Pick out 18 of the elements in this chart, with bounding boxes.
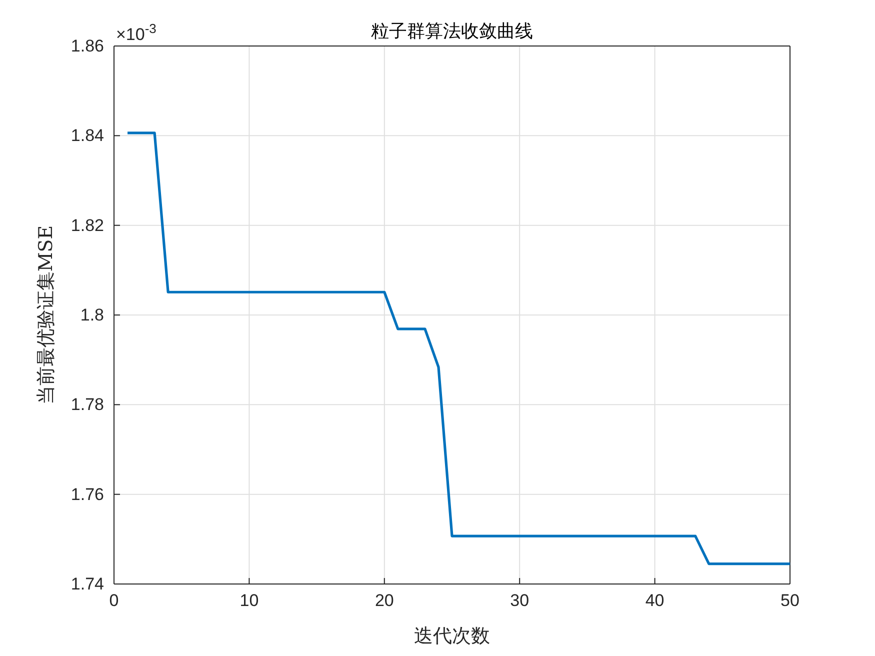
x-tick-label: 0 [109,591,119,610]
y-tick-label: 1.86 [70,36,104,56]
x-tick-label: 50 [780,591,800,610]
y-tick-label: 1.84 [70,126,104,146]
x-tick-label: 30 [510,591,530,610]
y-tick-label: 1.74 [70,574,104,594]
text: ×10$^{-3}$ [116,20,156,44]
line-series [126,132,792,566]
y-tick-label: 1.76 [70,484,104,504]
x-tick-label: 40 [645,591,664,610]
x-tick-label: 10 [240,591,259,610]
chart-title: 粒子群算法收敛曲线 [371,21,533,42]
y-axis-title: 当前最优验证集MSE [35,225,57,405]
x-axis-title: 迭代次数 [414,625,490,647]
y-tick-label: 1.78 [70,395,104,414]
x-tick-label: 20 [374,591,394,610]
y-tick-label: 1.82 [70,216,104,235]
y-tick-label: 1.8 [80,305,104,324]
